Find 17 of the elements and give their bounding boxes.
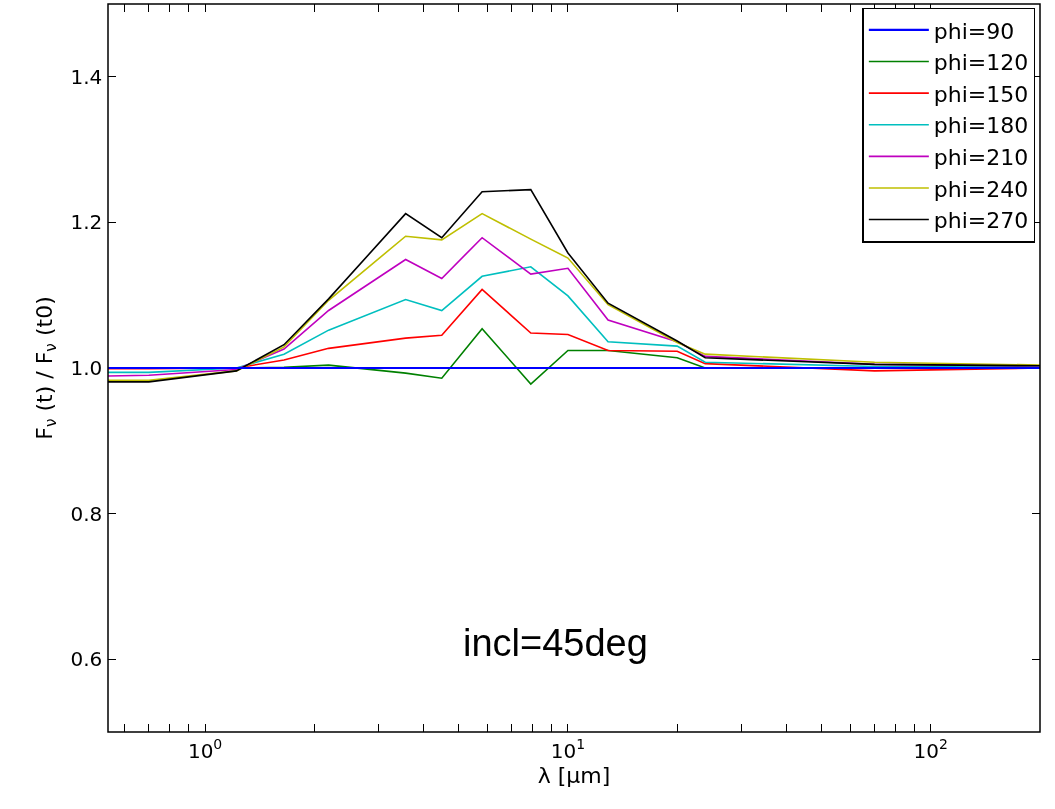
x-axis-title: λ [μm]: [537, 762, 611, 788]
legend-label: phi=180: [933, 113, 1029, 139]
x-tick-label: 10$^{2}$: [913, 736, 948, 763]
x-tick-label: 10$^{0}$: [187, 736, 223, 763]
legend-label: phi=150: [933, 81, 1029, 107]
annotation: incl=45deg: [463, 622, 648, 664]
legend-label: phi=90: [933, 18, 1015, 44]
y-tick-label: 1.0: [70, 356, 103, 380]
x-tick-label: 10$^{1}$: [550, 736, 586, 763]
legend-label: phi=270: [933, 208, 1029, 234]
y-tick-label: 1.4: [70, 64, 103, 89]
legend-label: phi=210: [933, 144, 1029, 170]
legend-label: phi=120: [933, 50, 1029, 76]
y-tick-label: 0.8: [70, 501, 103, 526]
y-tick-label: 1.2: [70, 210, 103, 235]
y-tick-label: 0.6: [70, 647, 103, 672]
legend-label: phi=240: [933, 176, 1029, 202]
